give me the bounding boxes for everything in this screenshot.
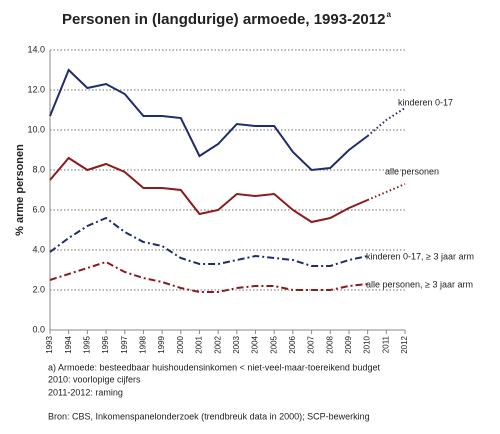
series-line: [49, 216, 368, 267]
y-tick-label: 8.0: [32, 164, 45, 174]
y-tick-label: 14.0: [27, 44, 45, 54]
series-line: [366, 107, 406, 137]
y-tick-label: 2.0: [32, 284, 45, 294]
series-line: [367, 183, 406, 201]
y-tick-label: 12.0: [27, 84, 45, 94]
x-tick-label: 1993: [45, 335, 54, 353]
x-tick-label: 2002: [213, 335, 222, 353]
x-tick-label: 2004: [251, 335, 260, 353]
y-tick-label: 4.0: [32, 244, 45, 254]
x-tick-label: 2000: [176, 335, 185, 353]
x-tick-label: 1998: [139, 335, 148, 353]
source: Bron: CBS, Inkomenspanelonderzoek (trend…: [48, 411, 370, 421]
x-tick-label: 1999: [157, 335, 166, 353]
y-axis-label: % arme personen: [14, 144, 26, 236]
x-tick-label: 2010: [363, 335, 372, 353]
series-line: [49, 260, 368, 293]
series-label: alle personen, ≥ 3 jaar arm: [366, 279, 473, 289]
y-tick-label: 6.0: [32, 204, 45, 214]
note: 2010: voorlopige cijfers: [48, 374, 141, 384]
note: 2011-2012: raming: [48, 387, 123, 397]
x-tick-label: 2009: [344, 335, 353, 353]
x-tick-label: 2001: [195, 335, 204, 353]
chart-title: Personen in (langdurige) armoede, 1993-2…: [62, 11, 385, 28]
title-note: a: [386, 10, 391, 19]
y-tick-label: 0.0: [32, 324, 45, 334]
x-tick-label: 2007: [307, 335, 316, 353]
x-tick-label: 2005: [269, 335, 278, 353]
x-tick-label: 2011: [381, 335, 390, 353]
series-label: alle personen: [385, 166, 439, 176]
y-tick-label: 10.0: [27, 124, 45, 134]
series-line: [49, 156, 369, 224]
x-tick-label: 1994: [64, 335, 73, 353]
x-tick-label: 2008: [325, 335, 334, 353]
x-tick-label: 2012: [400, 335, 409, 353]
x-tick-label: 1995: [82, 335, 91, 353]
x-tick-label: 1996: [101, 335, 110, 353]
note: a) Armoede: besteedbaar huishoudensinkom…: [48, 362, 380, 372]
series-label: kinderen 0-17: [398, 97, 453, 107]
x-tick-label: 2003: [232, 335, 241, 353]
series-label: kinderen 0-17, ≥ 3 jaar arm: [366, 251, 474, 261]
x-tick-label: 1997: [120, 335, 129, 353]
x-tick-label: 2006: [288, 335, 297, 353]
series-line: [49, 68, 369, 172]
